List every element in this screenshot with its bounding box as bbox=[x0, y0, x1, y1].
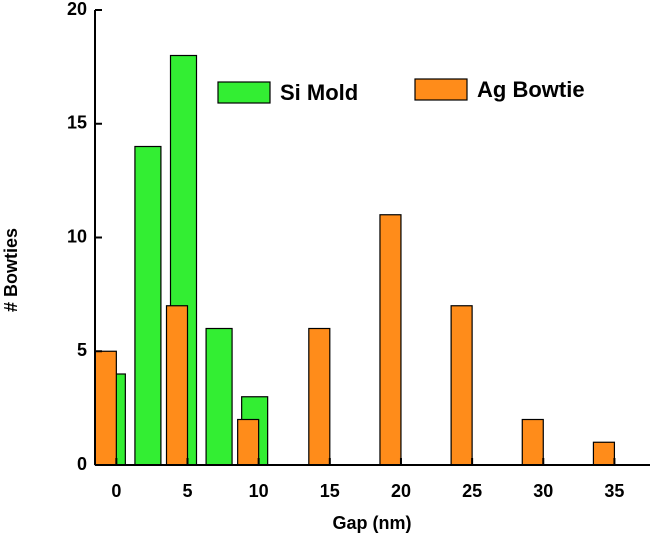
bar bbox=[205, 327, 233, 466]
legend-label: Si Mold bbox=[280, 80, 358, 105]
bar bbox=[134, 145, 162, 466]
x-tick-label: 25 bbox=[462, 481, 482, 501]
bar bbox=[237, 418, 260, 466]
x-tick-label: 30 bbox=[533, 481, 553, 501]
x-tick-label: 0 bbox=[111, 481, 121, 501]
y-tick-label: 0 bbox=[77, 454, 87, 474]
legend-label: Ag Bowtie bbox=[477, 77, 585, 102]
x-tick-label: 5 bbox=[182, 481, 192, 501]
bar bbox=[94, 350, 117, 466]
x-tick-label: 35 bbox=[604, 481, 624, 501]
legend-swatch bbox=[217, 81, 271, 104]
x-tick-label: 20 bbox=[391, 481, 411, 501]
y-tick-label: 15 bbox=[67, 113, 87, 133]
bar bbox=[165, 305, 189, 466]
bar bbox=[379, 214, 402, 466]
x-axis-label: Gap (nm) bbox=[333, 513, 412, 533]
bar bbox=[450, 305, 473, 466]
x-tick-label: 10 bbox=[249, 481, 269, 501]
y-tick-label: 10 bbox=[67, 226, 87, 246]
bar bbox=[308, 327, 331, 466]
y-tick-label: 5 bbox=[77, 340, 87, 360]
legend-swatch bbox=[414, 78, 468, 101]
bar bbox=[521, 418, 544, 466]
y-tick-label: 20 bbox=[67, 0, 87, 19]
y-axis-label: # Bowties bbox=[1, 228, 21, 312]
bar bbox=[592, 441, 616, 466]
x-tick-label: 15 bbox=[320, 481, 340, 501]
